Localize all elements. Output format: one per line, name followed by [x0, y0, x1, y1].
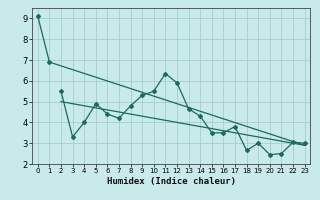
X-axis label: Humidex (Indice chaleur): Humidex (Indice chaleur): [107, 177, 236, 186]
